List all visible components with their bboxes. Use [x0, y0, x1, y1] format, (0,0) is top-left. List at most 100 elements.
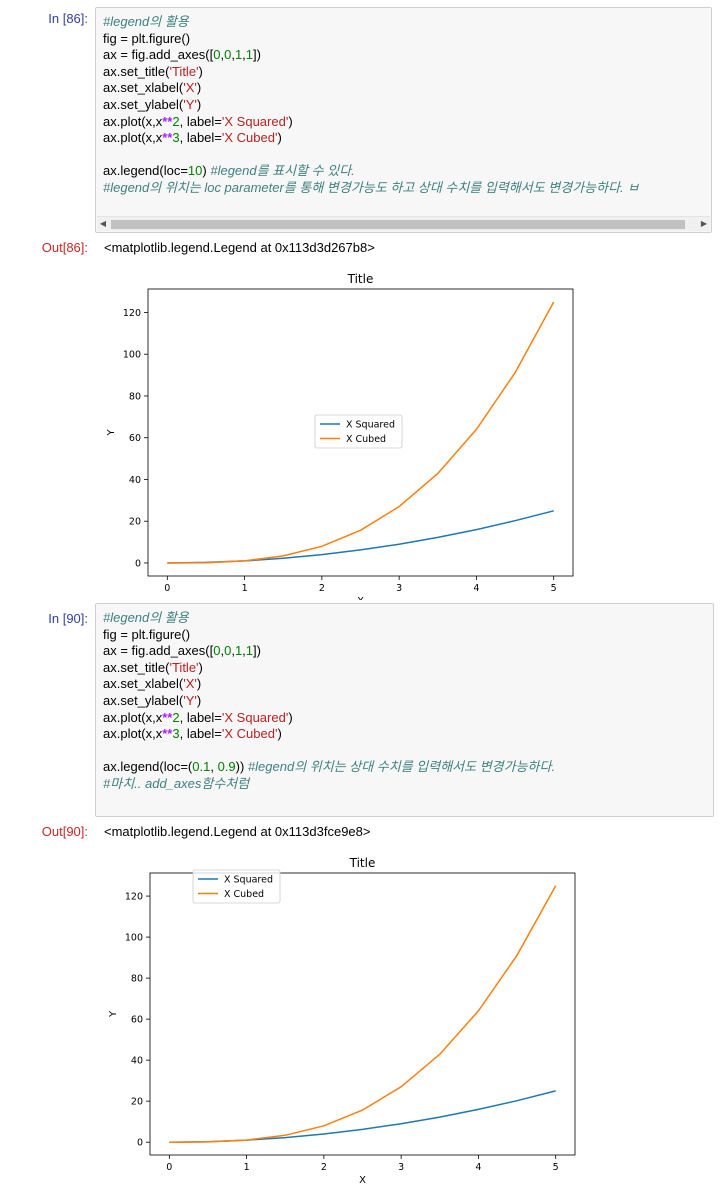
output-prompt: Out[86]: [41, 240, 88, 255]
x-tick-label: 1 [244, 1162, 250, 1173]
code-token: , label= [179, 726, 222, 742]
code-area[interactable]: #legend의 활용 fig = plt.figure() ax = fig.ad… [103, 610, 555, 793]
input-prompt: In [90]: [48, 611, 88, 626]
code-line: fig = plt.figure() [103, 31, 639, 48]
code-token: #legend의 위치는 loc parameter를 통해 변경가능도 하고 … [103, 179, 640, 195]
code-token: ) [196, 676, 202, 692]
code-line: ax.set_title('Title') [103, 64, 639, 81]
code-token: , [210, 759, 218, 775]
code-token: ax.set_ylabel( [103, 96, 184, 112]
code-token: ax.set_title( [103, 659, 170, 675]
x-tick-label: 5 [551, 583, 557, 594]
code-token: 'X Cubed' [221, 130, 278, 146]
code-token: 1 [234, 643, 243, 659]
code-token: 0.9 [217, 759, 236, 775]
code-token: 'X' [183, 676, 197, 692]
x-tick-label: 2 [319, 583, 325, 594]
x-tick-label: 4 [473, 583, 479, 594]
code-token: 0 [213, 47, 221, 63]
code-line: ax.plot(x,x**3, label='X Cubed') [103, 726, 555, 743]
code-token: fig = plt.figure() [103, 626, 191, 642]
code-line: #legend의 위치는 loc parameter를 통해 변경가능도 하고 … [103, 180, 639, 197]
code-token: ) [196, 80, 202, 96]
code-token: ) [288, 113, 293, 129]
code-token: 2 [172, 709, 180, 725]
code-token: 10 [187, 163, 203, 179]
code-line: ax = fig.add_axes([0,0,1,1]) [103, 643, 555, 660]
x-tick-label: 0 [164, 583, 170, 594]
code-token: ax.set_ylabel( [103, 692, 184, 708]
code-token: 'Title' [169, 659, 199, 675]
y-tick-label: 80 [131, 974, 143, 985]
input-prompt: In [86]: [48, 11, 88, 26]
code-token: , label= [179, 130, 222, 146]
y-tick-label: 60 [129, 433, 141, 444]
chart-title: Title [347, 272, 374, 286]
y-tick-label: 100 [123, 350, 141, 361]
y-tick-label: 100 [125, 933, 143, 944]
y-axis-label: Y [106, 429, 117, 437]
code-token: #legend의 활용 [103, 14, 189, 29]
code-line: ax.set_xlabel('X') [103, 676, 555, 693]
code-token: ) [196, 96, 202, 112]
axes-frame [149, 872, 576, 1156]
y-tick-label: 0 [135, 558, 141, 569]
y-tick-label: 20 [129, 517, 141, 528]
y-tick-label: 40 [129, 475, 141, 486]
code-token: ) [196, 692, 202, 708]
code-line: ax.plot(x,x**2, label='X Squared') [103, 710, 555, 727]
chart-title: Title [349, 856, 376, 870]
code-token: , label= [179, 113, 222, 129]
code-cell-input[interactable]: #legend의 활용 fig = plt.figure() ax = fig.ad… [95, 7, 712, 233]
code-line: ax.set_title('Title') [103, 660, 555, 677]
code-token: ax.set_xlabel( [103, 676, 184, 692]
code-line: ax.plot(x,x**2, label='X Squared') [103, 114, 639, 131]
code-area[interactable]: #legend의 활용 fig = plt.figure() ax = fig.ad… [103, 14, 639, 197]
y-axis-label: Y [108, 1010, 119, 1018]
code-line: ax.set_ylabel('Y') [103, 693, 555, 710]
code-token: 0.1 [192, 759, 211, 775]
axes-frame [147, 288, 574, 577]
code-token: ) [202, 163, 211, 179]
x-tick-label: 4 [475, 1162, 481, 1173]
code-token: 'X Squared' [221, 113, 289, 129]
code-token: 0 [224, 643, 232, 659]
code-token: #legend를 표시할 수 있다. [210, 163, 355, 179]
code-token: ]) [253, 47, 261, 63]
code-line: ax.set_xlabel('X') [103, 80, 639, 97]
code-token: ** [162, 709, 173, 725]
code-token: 'Y' [183, 692, 197, 708]
code-token: , [242, 47, 246, 63]
code-token: ax.set_xlabel( [103, 80, 184, 96]
code-token: 3 [172, 726, 180, 742]
code-token: ]) [253, 643, 261, 659]
code-token: 1 [245, 643, 254, 659]
code-token: )) [235, 759, 248, 775]
code-token: ax = fig.add_axes([ [103, 643, 214, 659]
code-token: , label= [179, 709, 222, 725]
y-tick-label: 40 [131, 1056, 143, 1067]
y-tick-label: 80 [129, 391, 141, 402]
code-line: fig = plt.figure() [103, 627, 555, 644]
horizontal-scrollbar[interactable]: ◀ ▶ [97, 216, 710, 231]
code-token: ax = fig.add_axes([ [103, 47, 214, 63]
scroll-left-icon[interactable]: ◀ [99, 219, 107, 228]
code-token: ax.legend(loc=( [103, 759, 193, 775]
scroll-right-icon[interactable]: ▶ [700, 219, 708, 228]
code-token: ax.plot(x,x [103, 130, 163, 146]
code-token: ax.set_title( [103, 63, 170, 79]
code-token: , [231, 643, 235, 659]
scrollbar-thumb[interactable] [111, 220, 685, 229]
x-tick-label: 3 [396, 583, 402, 594]
output-text: <matplotlib.legend.Legend at 0x113d3d267… [104, 240, 375, 255]
code-token: 1 [234, 47, 243, 63]
code-token: #legend의 활용 [103, 610, 189, 625]
line-chart: Title 0 1 2 3 4 5 0 20 40 60 80 100 120 X Y X Squared X C… [106, 272, 574, 600]
code-line: ax = fig.add_axes([0,0,1,1]) [103, 47, 639, 64]
output-text: <matplotlib.legend.Legend at 0x113d3fce9… [104, 824, 371, 839]
code-token: 0 [213, 643, 221, 659]
code-token: ** [162, 113, 173, 129]
code-token: , [220, 47, 225, 63]
code-token: fig = plt.figure() [103, 30, 191, 46]
code-cell-input[interactable]: #legend의 활용 fig = plt.figure() ax = fig.ad… [95, 603, 714, 817]
